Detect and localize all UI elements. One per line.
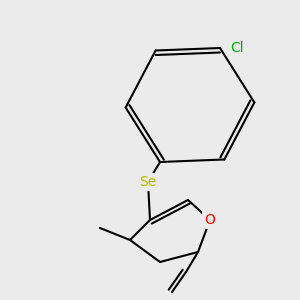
Text: Se: Se <box>140 175 157 189</box>
Text: O: O <box>205 213 215 227</box>
Text: Cl: Cl <box>230 41 244 55</box>
